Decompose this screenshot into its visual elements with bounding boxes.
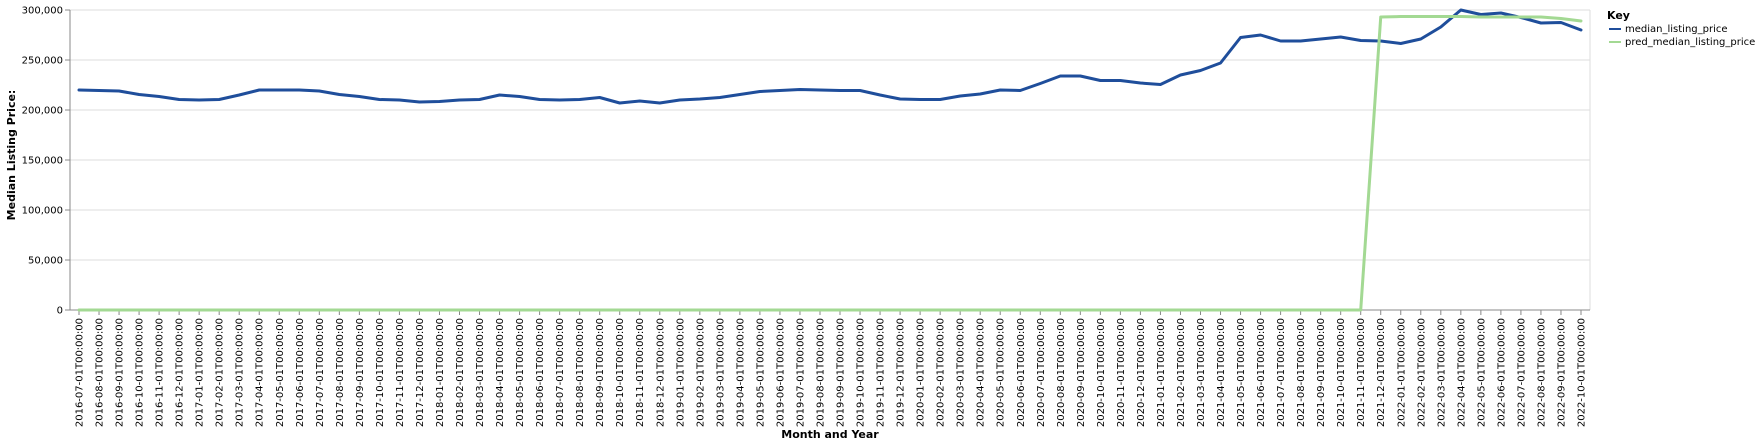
y-tick-label: 300,000 [22,6,63,17]
x-tick-label: 2021-09-01T00:00:00 [1316,318,1327,427]
x-tick-label: 2018-07-01T00:00:00 [555,318,566,427]
x-tick-label: 2019-07-01T00:00:00 [795,318,806,427]
x-tick-label: 2018-09-01T00:00:00 [595,318,606,427]
x-axis: 2016-07-01T00:00:00 2016-08-01T00:00:00 20… [70,309,1590,427]
x-tick-label: 2022-06-01T00:00:00 [1496,318,1507,427]
x-tick-label: 2018-04-01T00:00:00 [495,318,506,427]
x-tick-label: 2016-07-01T00:00:00 [75,318,86,427]
x-tick-label: 2020-12-01T00:00:00 [1136,318,1147,427]
x-tick-label: 2020-04-01T00:00:00 [976,318,987,427]
x-tick-label: 2020-08-01T00:00:00 [1056,318,1067,427]
x-tick-label: 2021-07-01T00:00:00 [1276,318,1287,427]
x-tick-label: 2022-02-01T00:00:00 [1416,318,1427,427]
x-tick-label: 2022-04-01T00:00:00 [1456,318,1467,427]
y-axis: 0 50,000 100,000 150,000 200,000 250,000 300,0… [22,6,71,317]
x-tick-label: 2018-11-01T00:00:00 [635,318,646,427]
x-axis-title: Month and Year [781,428,879,441]
y-tick-label: 250,000 [22,56,63,67]
x-tick-label: 2020-05-01T00:00:00 [996,318,1007,427]
x-tick-label: 2019-09-01T00:00:00 [836,318,847,427]
series-line-median-listing-price [77,8,1583,105]
x-tick-label: 2017-04-01T00:00:00 [255,318,266,427]
x-tick-label: 2019-04-01T00:00:00 [735,318,746,427]
x-tick-label: 2019-03-01T00:00:00 [715,318,726,427]
x-tick-label: 2022-09-01T00:00:00 [1556,318,1567,427]
x-tick-label: 2022-07-01T00:00:00 [1516,318,1527,427]
x-tick-label: 2016-11-01T00:00:00 [155,318,166,427]
x-tick-label: 2018-06-01T00:00:00 [535,318,546,427]
x-tick-label: 2022-01-01T00:00:00 [1396,318,1407,427]
x-tick-label: 2019-06-01T00:00:00 [775,318,786,427]
x-tick-label: 2021-04-01T00:00:00 [1216,318,1227,427]
x-tick-label: 2016-09-01T00:00:00 [115,318,126,427]
x-tick-label: 2019-02-01T00:00:00 [695,318,706,427]
x-tick-label: 2020-03-01T00:00:00 [956,318,967,427]
x-tick-label: 2018-08-01T00:00:00 [575,318,586,427]
y-tick-label: 50,000 [28,256,63,267]
x-tick-label: 2017-07-01T00:00:00 [315,318,326,427]
x-tick-label: 2022-05-01T00:00:00 [1476,318,1487,427]
x-tick-label: 2017-02-01T00:00:00 [215,318,226,427]
x-tick-label: 2017-03-01T00:00:00 [235,318,246,427]
legend-label: median_listing_price [1625,24,1728,35]
x-tick-label: 2018-12-01T00:00:00 [655,318,666,427]
x-tick-label: 2017-12-01T00:00:00 [415,318,426,427]
y-tick-label: 150,000 [22,156,63,167]
gridlines [70,9,1591,311]
x-tick-label: 2016-08-01T00:00:00 [95,318,106,427]
x-tick-label: 2020-10-01T00:00:00 [1096,318,1107,427]
x-tick-label: 2018-05-01T00:00:00 [515,318,526,427]
x-tick-label: 2018-02-01T00:00:00 [455,318,466,427]
x-tick-label: 2020-11-01T00:00:00 [1116,318,1127,427]
x-tick-label: 2019-11-01T00:00:00 [876,318,887,427]
x-tick-label: 2017-06-01T00:00:00 [295,318,306,427]
x-tick-label: 2022-08-01T00:00:00 [1536,318,1547,427]
x-tick-label: 2021-11-01T00:00:00 [1356,318,1367,427]
y-tick-label: 200,000 [22,106,63,117]
y-axis-title: Median Listing Price: [5,90,18,221]
x-tick-label: 2021-06-01T00:00:00 [1256,318,1267,427]
x-tick-label: 2017-01-01T00:00:00 [195,318,206,427]
x-tick-label: 2018-01-01T00:00:00 [435,318,446,427]
x-tick-label: 2021-02-01T00:00:00 [1176,318,1187,427]
x-tick-label: 2021-01-01T00:00:00 [1156,318,1167,427]
x-tick-label: 2020-01-01T00:00:00 [916,318,927,427]
legend-label: pred_median_listing_price [1625,37,1755,48]
y-tick-label: 0 [57,306,63,317]
x-tick-label: 2021-08-01T00:00:00 [1296,318,1307,427]
x-tick-label: 2020-07-01T00:00:00 [1036,318,1047,427]
x-tick-label: 2017-10-01T00:00:00 [375,318,386,427]
series-line-pred-median-listing-price [77,15,1583,312]
x-tick-label: 2022-10-01T00:00:00 [1577,318,1588,427]
x-tick-label: 2021-05-01T00:00:00 [1236,318,1247,427]
x-tick-label: 2022-03-01T00:00:00 [1436,318,1447,427]
x-tick-label: 2020-09-01T00:00:00 [1076,318,1087,427]
legend: Key median_listing_price pred_median_list… [1607,9,1755,48]
x-tick-label: 2021-12-01T00:00:00 [1376,318,1387,427]
x-tick-label: 2017-05-01T00:00:00 [275,318,286,427]
x-tick-label: 2021-10-01T00:00:00 [1336,318,1347,427]
x-tick-label: 2020-02-01T00:00:00 [936,318,947,427]
x-tick-label: 2019-10-01T00:00:00 [856,318,867,427]
legend-title: Key [1607,9,1630,22]
x-tick-label: 2020-06-01T00:00:00 [1016,318,1027,427]
x-tick-label: 2016-10-01T00:00:00 [135,318,146,427]
x-tick-label: 2021-03-01T00:00:00 [1196,318,1207,427]
x-tick-label: 2018-10-01T00:00:00 [615,318,626,427]
x-tick-label: 2017-11-01T00:00:00 [395,318,406,427]
x-tick-label: 2017-09-01T00:00:00 [355,318,366,427]
series-lines [77,8,1583,312]
y-tick-label: 100,000 [22,206,63,217]
x-tick-label: 2016-12-01T00:00:00 [175,318,186,427]
x-tick-label: 2019-05-01T00:00:00 [755,318,766,427]
x-tick-label: 2019-01-01T00:00:00 [675,318,686,427]
x-tick-label: 2019-12-01T00:00:00 [896,318,907,427]
x-tick-label: 2018-03-01T00:00:00 [475,318,486,427]
x-tick-label: 2017-08-01T00:00:00 [335,318,346,427]
x-tick-label: 2019-08-01T00:00:00 [815,318,826,427]
